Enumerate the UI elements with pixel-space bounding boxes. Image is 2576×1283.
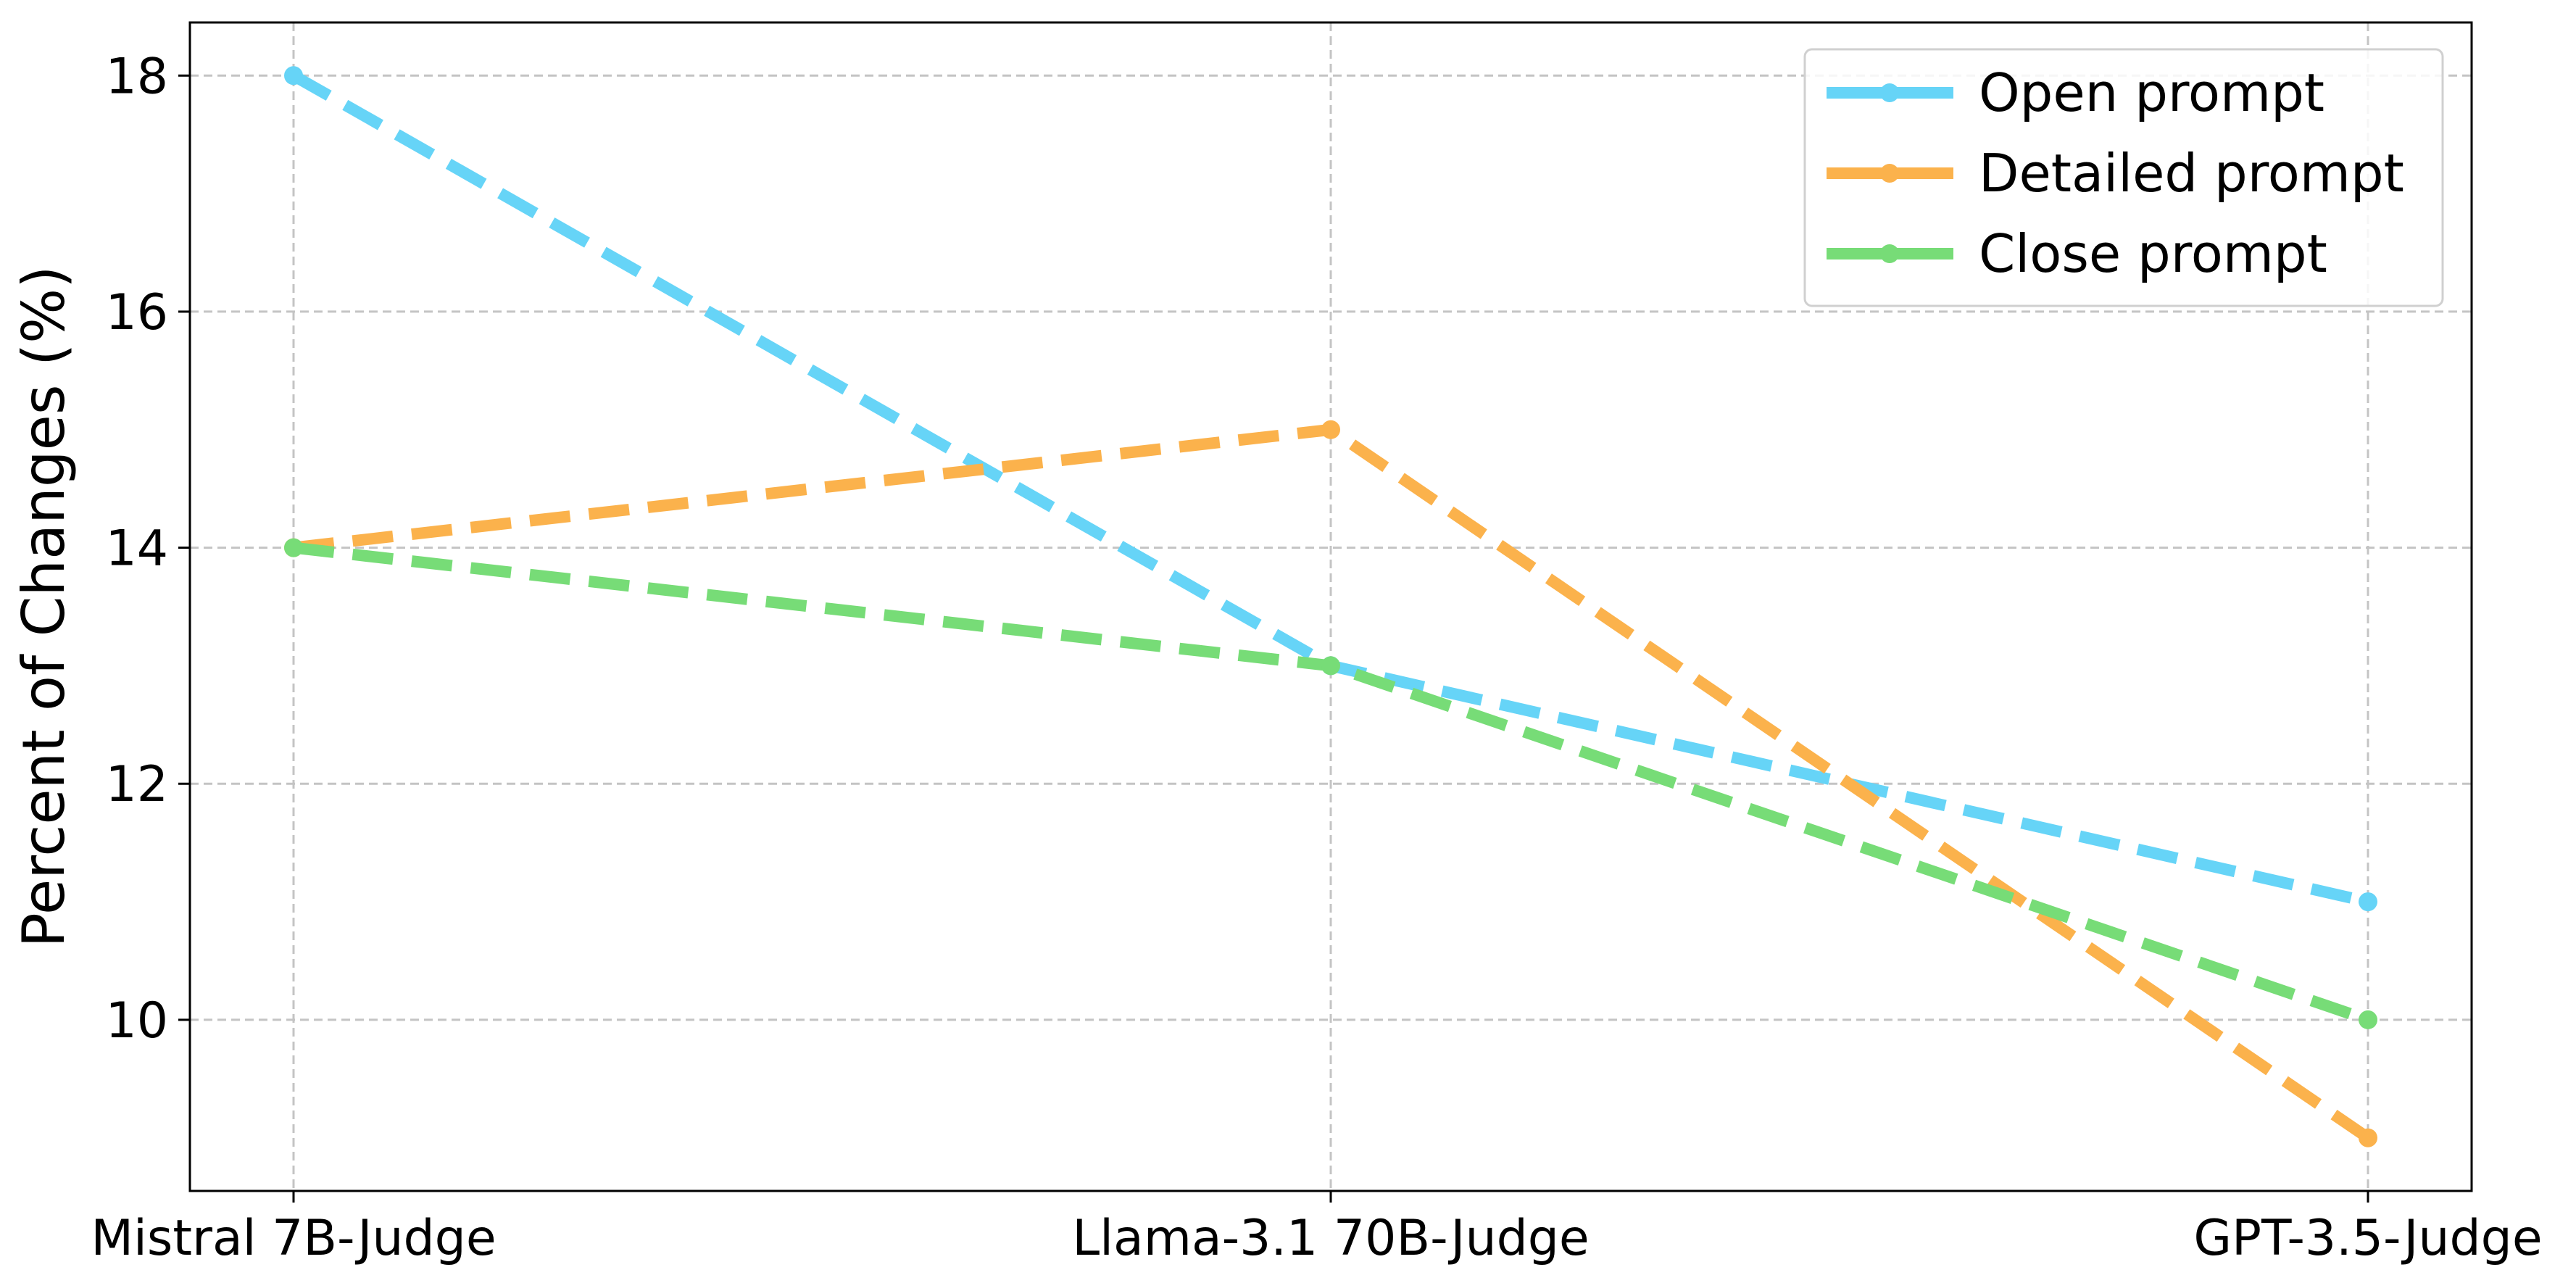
data-point xyxy=(2359,1128,2377,1147)
data-point xyxy=(2359,1010,2377,1029)
y-tick-label: 10 xyxy=(105,992,168,1050)
legend-label: Detailed prompt xyxy=(1979,143,2404,204)
legend: Open prompt Detailed prompt Close prompt xyxy=(1803,48,2444,307)
axis-layer: 10 12 14 16 18 Mistral 7B-Judge Llama-3.1 70B-… xyxy=(91,48,2542,1267)
y-tick-label: 14 xyxy=(105,520,168,578)
y-axis-label: Percent of Changes (%) xyxy=(10,266,78,948)
x-tick-label: GPT-3.5-Judge xyxy=(2193,1210,2542,1267)
data-point xyxy=(1321,656,1340,676)
series-layer xyxy=(284,66,2377,1147)
series-close-prompt xyxy=(284,538,2377,1029)
y-tick-label: 12 xyxy=(105,756,168,813)
legend-box xyxy=(1803,48,2444,307)
legend-item: Close prompt xyxy=(1827,223,2327,284)
legend-label: Close prompt xyxy=(1979,223,2327,284)
y-tick-label: 16 xyxy=(105,284,168,341)
legend-item: Detailed prompt xyxy=(1827,143,2404,204)
data-point xyxy=(284,538,303,557)
data-point xyxy=(284,66,303,86)
legend-marker xyxy=(1880,83,1899,102)
data-point xyxy=(1321,420,1340,439)
legend-marker xyxy=(1880,244,1899,263)
x-tick-label: Llama-3.1 70B-Judge xyxy=(1072,1210,1589,1267)
data-point xyxy=(2359,892,2377,912)
legend-label: Open prompt xyxy=(1979,62,2324,123)
y-tick-label: 18 xyxy=(105,48,168,105)
legend-item: Open prompt xyxy=(1827,62,2324,123)
x-tick-label: Mistral 7B-Judge xyxy=(91,1210,496,1267)
legend-marker xyxy=(1880,164,1899,183)
